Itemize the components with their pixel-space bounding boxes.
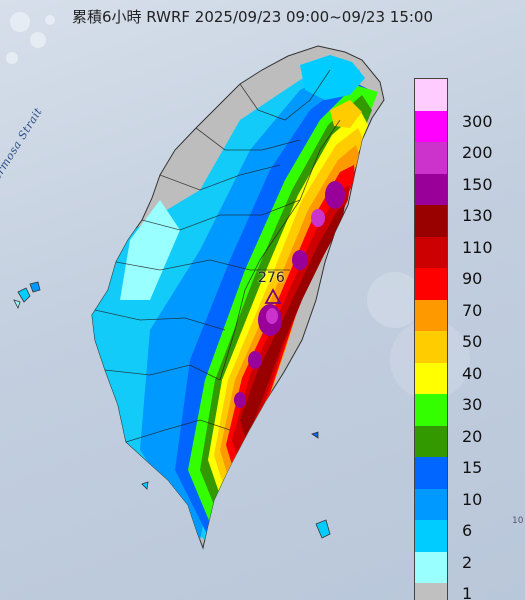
- peak-triangle-icon: [264, 288, 282, 304]
- legend-label: 30: [462, 395, 483, 414]
- legend-label: 10: [462, 489, 483, 509]
- legend-swatch: [415, 236, 447, 268]
- legend-swatch: [415, 142, 447, 174]
- legend-swatch: [415, 488, 447, 520]
- legend-swatch: [415, 173, 447, 205]
- legend-label: 90: [462, 269, 483, 288]
- legend-label: 15: [462, 458, 483, 477]
- legend-swatch: [415, 79, 447, 111]
- legend-swatch: [415, 425, 447, 457]
- outlying-islands: [13, 281, 331, 539]
- legend-label: 2: [462, 552, 473, 572]
- legend-swatch: [415, 110, 447, 142]
- legend-label: 130: [462, 206, 493, 225]
- legend-label: 300: [462, 111, 493, 131]
- legend-swatch: [415, 551, 447, 583]
- legend-swatch: [415, 583, 447, 600]
- county-boundaries: [94, 69, 341, 443]
- legend-swatch: [415, 457, 447, 489]
- legend-swatch: [415, 205, 447, 237]
- legend-label: 70: [462, 300, 483, 320]
- legend-label: 6: [462, 521, 473, 540]
- legend-label: 40: [462, 363, 483, 383]
- legend-swatch: [415, 362, 447, 394]
- legend-label: 200: [462, 143, 493, 162]
- peak-value-label: 276: [258, 270, 285, 286]
- legend-swatch: [415, 331, 447, 363]
- legend-swatch: [415, 394, 447, 426]
- color-legend: [414, 78, 448, 600]
- legend-label: 150: [462, 174, 493, 194]
- legend-label: 20: [462, 426, 483, 446]
- legend-label: 50: [462, 332, 483, 351]
- edge-marker: 10: [512, 516, 524, 526]
- legend-swatch: [415, 299, 447, 331]
- legend-swatch: [415, 268, 447, 300]
- legend-swatch: [415, 520, 447, 552]
- map-title: 累積6小時 RWRF 2025/09/23 09:00~09/23 15:00: [72, 8, 434, 26]
- legend-label: 1: [462, 584, 473, 600]
- legend-label: 110: [462, 237, 493, 257]
